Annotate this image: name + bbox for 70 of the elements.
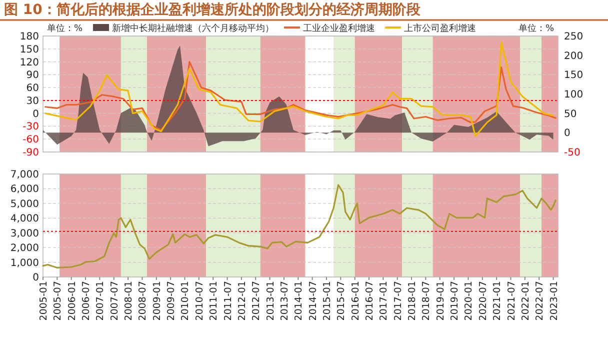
- x-tick-label: 2020-01: [464, 281, 475, 321]
- y-tick-label: -30: [22, 122, 39, 133]
- y-tick-label: 1,000: [10, 258, 39, 269]
- x-tick-label: 2016-07: [364, 281, 376, 321]
- y-tick-label: 180: [20, 32, 39, 42]
- y-tick-label: 6,000: [10, 184, 39, 196]
- x-tick-label: 2020-07: [478, 281, 489, 321]
- line-series: [44, 60, 556, 131]
- x-tick-label: 2007-07: [109, 281, 120, 321]
- x-tick-label: 2006-01: [66, 281, 78, 321]
- x-tick-label: 2018-01: [407, 281, 418, 321]
- y-tick-label: 4,000: [10, 214, 39, 225]
- x-tick-label: 2023-01: [548, 281, 560, 321]
- x-tick-label: 2012-01: [236, 281, 248, 321]
- y-tick-label: 0: [32, 272, 39, 284]
- x-tick-label: 2006-07: [81, 281, 92, 321]
- legend-label: 新增中长期社融增速（六个月移动平均）: [112, 23, 274, 34]
- y-tick-label: 5,000: [10, 198, 39, 210]
- legend-label: 工业企业盈利增速: [303, 23, 375, 34]
- x-tick-label: 2017-07: [392, 281, 404, 321]
- y-tick-label: 120: [20, 57, 39, 68]
- x-tick-label: 2021-01: [492, 281, 504, 321]
- y-tick-label: 3,000: [10, 228, 39, 240]
- x-tick-label: 2018-07: [421, 281, 432, 321]
- line-series: [42, 184, 556, 269]
- text: 单位：%: [47, 23, 83, 34]
- chart-title: 图 10：简化后的根据企业盈利增速所处的阶段划分的经济周期阶段: [4, 1, 422, 18]
- y-tick-label: 0: [32, 108, 39, 120]
- y-tick-label: 150: [20, 44, 39, 56]
- y2-tick-label: -50: [564, 148, 580, 158]
- x-tick-label: 2013-01: [265, 281, 276, 321]
- x-tick-label: 2017-01: [378, 281, 390, 321]
- x-tick-label: 2011-01: [208, 281, 220, 321]
- x-tick-label: 2010-07: [194, 281, 206, 321]
- y-tick-label: 30: [26, 96, 39, 107]
- y2-tick-label: 150: [564, 70, 584, 82]
- y2-tick-label: 250: [564, 32, 584, 42]
- x-tick-label: 2007-01: [95, 281, 106, 321]
- x-tick-label: 2014-01: [294, 281, 305, 321]
- x-tick-label: 2022-01: [520, 281, 532, 321]
- x-tick-label: 2012-07: [251, 281, 262, 321]
- x-tick-label: 2019-07: [450, 281, 461, 321]
- x-tick-label: 2010-01: [180, 281, 192, 321]
- x-tick-label: 2015-07: [336, 281, 348, 321]
- y2-tick-label: 50: [564, 108, 577, 120]
- x-tick-label: 2009-01: [152, 281, 163, 321]
- x-tick-label: 2005-01: [38, 281, 50, 321]
- y2-tick-label: 200: [564, 50, 584, 62]
- legend-label: 上市公司盈利增速: [404, 23, 476, 34]
- x-tick-label: 2008-07: [138, 281, 149, 321]
- y-tick-label: 2,000: [10, 243, 39, 254]
- y2-tick-label: 0: [564, 128, 570, 140]
- text: 单位：%: [518, 23, 554, 34]
- x-tick-label: 2009-07: [166, 281, 178, 321]
- y2-tick-label: 100: [564, 90, 584, 100]
- x-tick-label: 2008-01: [124, 281, 135, 321]
- y-tick-label: 60: [26, 83, 39, 94]
- y-tick-label: -60: [22, 134, 39, 146]
- y-tick-label: -90: [22, 148, 39, 158]
- x-tick-label: 2016-01: [350, 281, 362, 321]
- x-tick-label: 2013-07: [279, 281, 290, 321]
- x-tick-label: 2005-07: [52, 281, 64, 321]
- y-tick-label: 90: [26, 70, 39, 82]
- x-tick-label: 2021-07: [506, 281, 518, 321]
- x-tick-label: 2011-07: [222, 281, 234, 321]
- y-tick-label: 7,000: [10, 170, 39, 180]
- x-tick-label: 2019-01: [435, 281, 446, 321]
- x-tick-label: 2014-07: [308, 281, 319, 321]
- x-tick-label: 2022-07: [534, 281, 546, 321]
- x-tick-label: 2015-01: [322, 281, 333, 321]
